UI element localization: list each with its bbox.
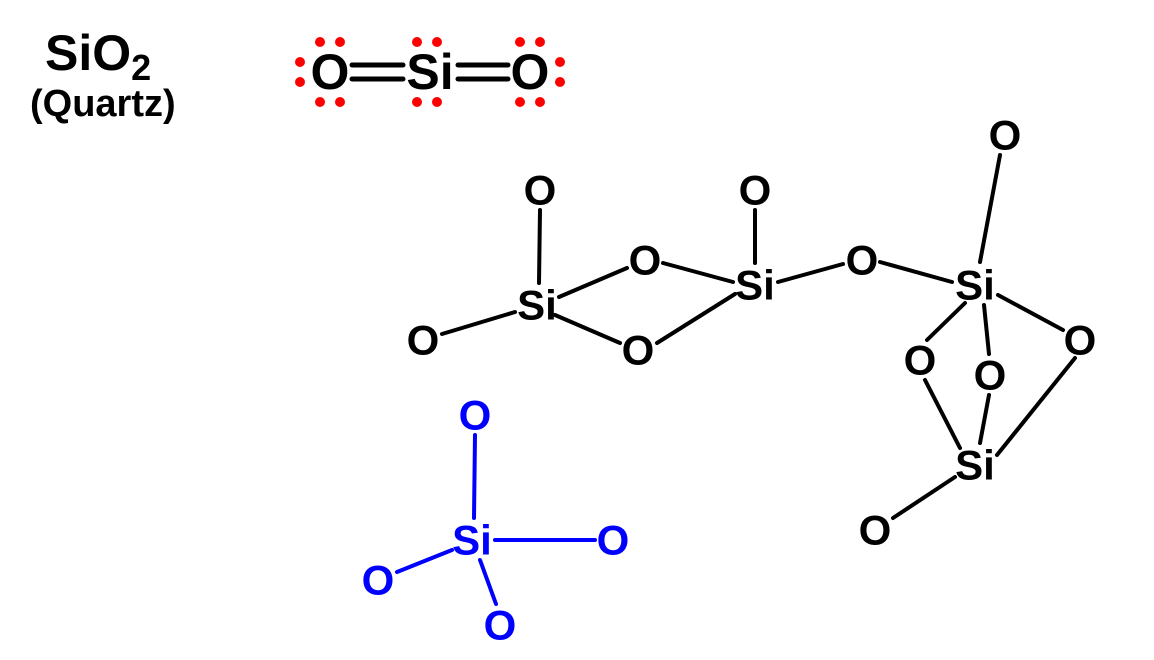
network-bond	[559, 268, 627, 297]
network-bond	[397, 550, 452, 572]
chemical-diagram: SiO2(Quartz)OSiOOOOOOSiSiSiOOOOOSiOOSiOO…	[0, 0, 1154, 660]
electron-dot	[295, 57, 305, 67]
lewis-atom-label: O	[511, 44, 550, 100]
network-bond	[778, 264, 843, 282]
network-atom-label: Si	[735, 262, 775, 309]
network-atom-label: O	[846, 237, 879, 284]
network-bond	[927, 303, 965, 340]
network-bond	[984, 305, 989, 354]
network-atom-label: O	[974, 352, 1007, 399]
title-block: SiO2(Quartz)	[30, 25, 176, 125]
network-atom-label: Si	[517, 282, 557, 329]
network-atom-label: O	[622, 327, 655, 374]
network-atom-label: O	[459, 392, 492, 439]
network-bond	[663, 263, 733, 282]
network-bond	[893, 477, 955, 518]
network-atom-label: O	[1064, 317, 1097, 364]
lewis-structure: O Si O	[295, 37, 565, 107]
network-atom-label: O	[484, 602, 517, 649]
network-atom-label: Si	[955, 442, 995, 489]
network-bond	[980, 155, 1000, 262]
electron-dot	[555, 77, 565, 87]
network-bond	[880, 262, 952, 282]
network-atom-label: O	[629, 237, 662, 284]
network-bond	[657, 294, 735, 343]
network-atom-label: O	[597, 517, 630, 564]
network-atom-label: Si	[955, 262, 995, 309]
network-atom-label: O	[739, 167, 772, 214]
network-atom-label: O	[407, 317, 440, 364]
network-atom-label: Si	[452, 517, 492, 564]
lewis-atom-label: Si	[406, 44, 453, 100]
electron-dot	[555, 57, 565, 67]
network-bond	[555, 315, 620, 343]
electron-dot	[295, 77, 305, 87]
lewis-atom-label: O	[311, 44, 350, 100]
network-bond	[474, 435, 475, 518]
formula-subscript: 2	[131, 47, 151, 88]
network-atom-label: O	[904, 337, 937, 384]
network-bond	[442, 312, 515, 334]
network-bond	[925, 380, 960, 448]
formula-label: SiO2	[45, 25, 151, 88]
network-atom-label: O	[362, 557, 395, 604]
network-bond	[480, 560, 496, 604]
subtitle-label: (Quartz)	[30, 83, 176, 125]
network-bond	[539, 210, 540, 283]
network-atom-label: O	[989, 112, 1022, 159]
network-bond	[998, 295, 1063, 330]
network-bond	[980, 395, 989, 443]
network-structure: OOOOOSiSiSiOOOOOSiOOSiOOO	[362, 112, 1097, 649]
network-bond	[997, 358, 1075, 455]
network-atom-label: O	[859, 507, 892, 554]
network-atom-label: O	[524, 167, 557, 214]
